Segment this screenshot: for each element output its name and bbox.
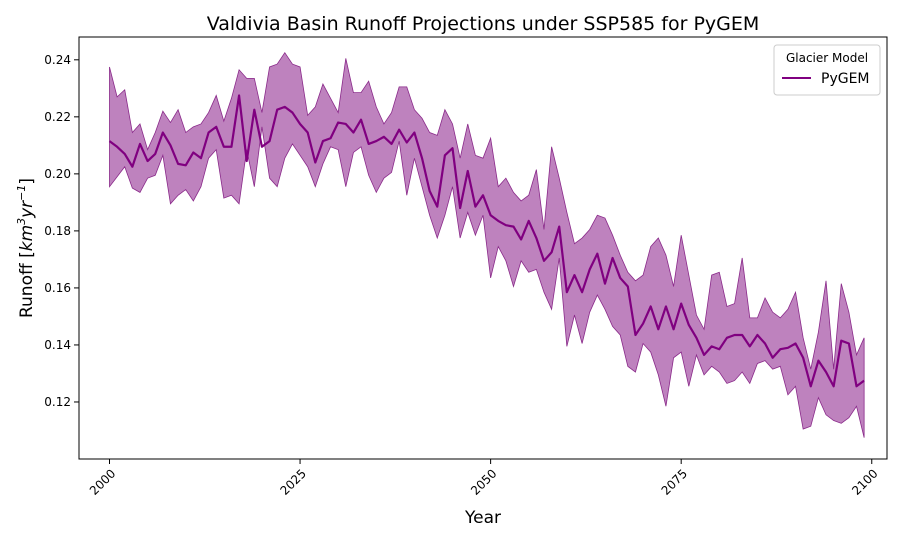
y-axis: 0.12 0.14 0.16 0.18 0.20 0.22 0.24 [44,53,79,409]
x-axis-title: Year [464,508,501,528]
chart-title: Valdivia Basin Runoff Projections under … [207,13,760,35]
y-axis-title-expm1: −1 [15,185,28,201]
y-axis-title-suffix: ] [17,178,37,185]
y-tick-label-0.12: 0.12 [44,395,71,409]
uncertainty-band [109,51,865,438]
y-tick-label-0.20: 0.20 [44,167,71,181]
y-axis-title-km: km [17,225,37,251]
y-axis-title-exp3: 3 [15,218,28,225]
plot-frame [78,36,888,460]
y-tick-label-0.14: 0.14 [44,338,71,352]
y-axis-title-yr: yr [17,200,37,219]
y-tick-label-0.24: 0.24 [44,53,71,67]
y-tick-label-0.16: 0.16 [44,281,71,295]
plot-area [108,51,865,438]
y-tick-label-0.18: 0.18 [44,224,71,238]
legend-title: Glacier Model [786,51,868,65]
y-axis-title: Runoff [km3yr−1] [15,178,37,318]
legend-frame [773,44,881,96]
mean-line-pygem [108,94,865,388]
y-tick-label-0.22: 0.22 [44,110,71,124]
legend-label-pygem: PyGEM [821,71,870,87]
y-axis-title-prefix: Runoff [ [17,251,37,318]
legend: Glacier Model PyGEM [773,44,881,96]
